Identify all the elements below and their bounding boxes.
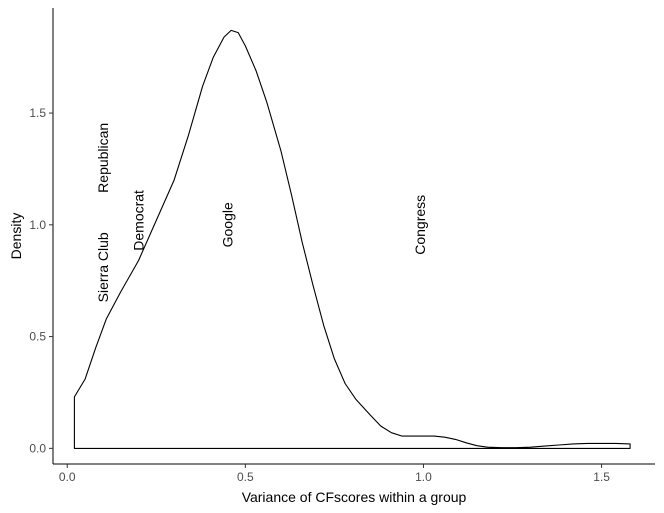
y-tick-label: 0.5	[29, 330, 46, 344]
annotations: Sierra Club Republican Democrat Google Congr…	[95, 123, 428, 303]
group-label: Democrat	[131, 190, 147, 251]
y-tick-label: 1.5	[29, 106, 46, 120]
y-tick-label: 1.0	[29, 218, 46, 232]
group-label: Google	[220, 202, 236, 247]
y-axis-title: Density	[8, 213, 24, 260]
density-curve	[73, 29, 631, 449]
x-tick-label: 1.5	[593, 470, 610, 484]
group-label: Congress	[412, 195, 428, 255]
axes	[52, 8, 655, 465]
y-tick-label: 0.0	[29, 441, 46, 455]
x-axis-title: Variance of CFscores within a group	[242, 489, 467, 505]
x-tick-label: 0.5	[237, 470, 254, 484]
x-tick-label: 1.0	[415, 470, 432, 484]
x-tick-label: 0.0	[59, 470, 76, 484]
plot-area	[73, 29, 631, 449]
group-label: Republican	[95, 123, 111, 193]
group-label: Sierra Club	[95, 232, 111, 302]
ticks: 0.0 0.5 1.0 1.5 0.0 0.5 1.0 1.5	[29, 106, 610, 484]
